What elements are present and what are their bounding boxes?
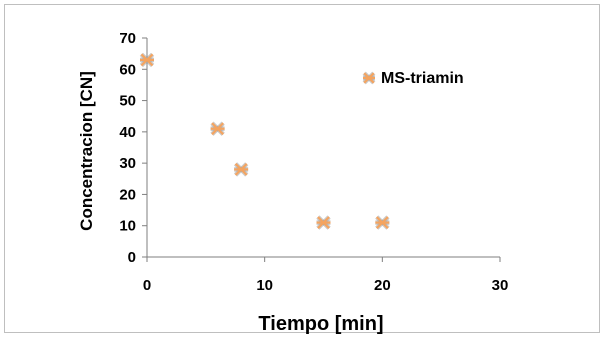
y-tick-label: 40 bbox=[119, 124, 136, 141]
x-tick-label: 10 bbox=[256, 277, 273, 294]
legend: MS-triamin bbox=[362, 70, 464, 87]
legend-marker-symbol bbox=[362, 71, 376, 85]
y-tick-label: 70 bbox=[119, 30, 136, 47]
x-tick-label: 0 bbox=[143, 277, 151, 294]
y-axis-title: Concentracion [CN] bbox=[77, 71, 96, 231]
y-tick-label: 20 bbox=[119, 186, 136, 203]
x-tick-labels: 0 10 20 30 bbox=[143, 277, 509, 294]
chart-frame bbox=[4, 4, 600, 333]
y-tick-label: 50 bbox=[119, 93, 136, 110]
legend-marker bbox=[362, 71, 376, 85]
y-tick-label: 60 bbox=[119, 61, 136, 78]
x-tick-label: 30 bbox=[492, 277, 509, 294]
data-point bbox=[316, 215, 331, 230]
y-tick-label: 0 bbox=[128, 249, 136, 266]
data-points bbox=[139, 52, 390, 230]
data-point bbox=[139, 52, 155, 68]
x-axis-title: Tiempo [min] bbox=[258, 313, 383, 335]
data-point bbox=[375, 215, 390, 230]
y-tick-label: 30 bbox=[119, 155, 136, 172]
y-tick-labels: 0 10 20 30 40 50 60 70 bbox=[119, 30, 136, 266]
legend-label: MS-triamin bbox=[381, 70, 464, 87]
data-point bbox=[233, 162, 249, 177]
y-tick-label: 10 bbox=[119, 218, 136, 235]
axes bbox=[142, 37, 501, 262]
data-point bbox=[210, 121, 225, 136]
x-tick-label: 20 bbox=[374, 277, 391, 294]
